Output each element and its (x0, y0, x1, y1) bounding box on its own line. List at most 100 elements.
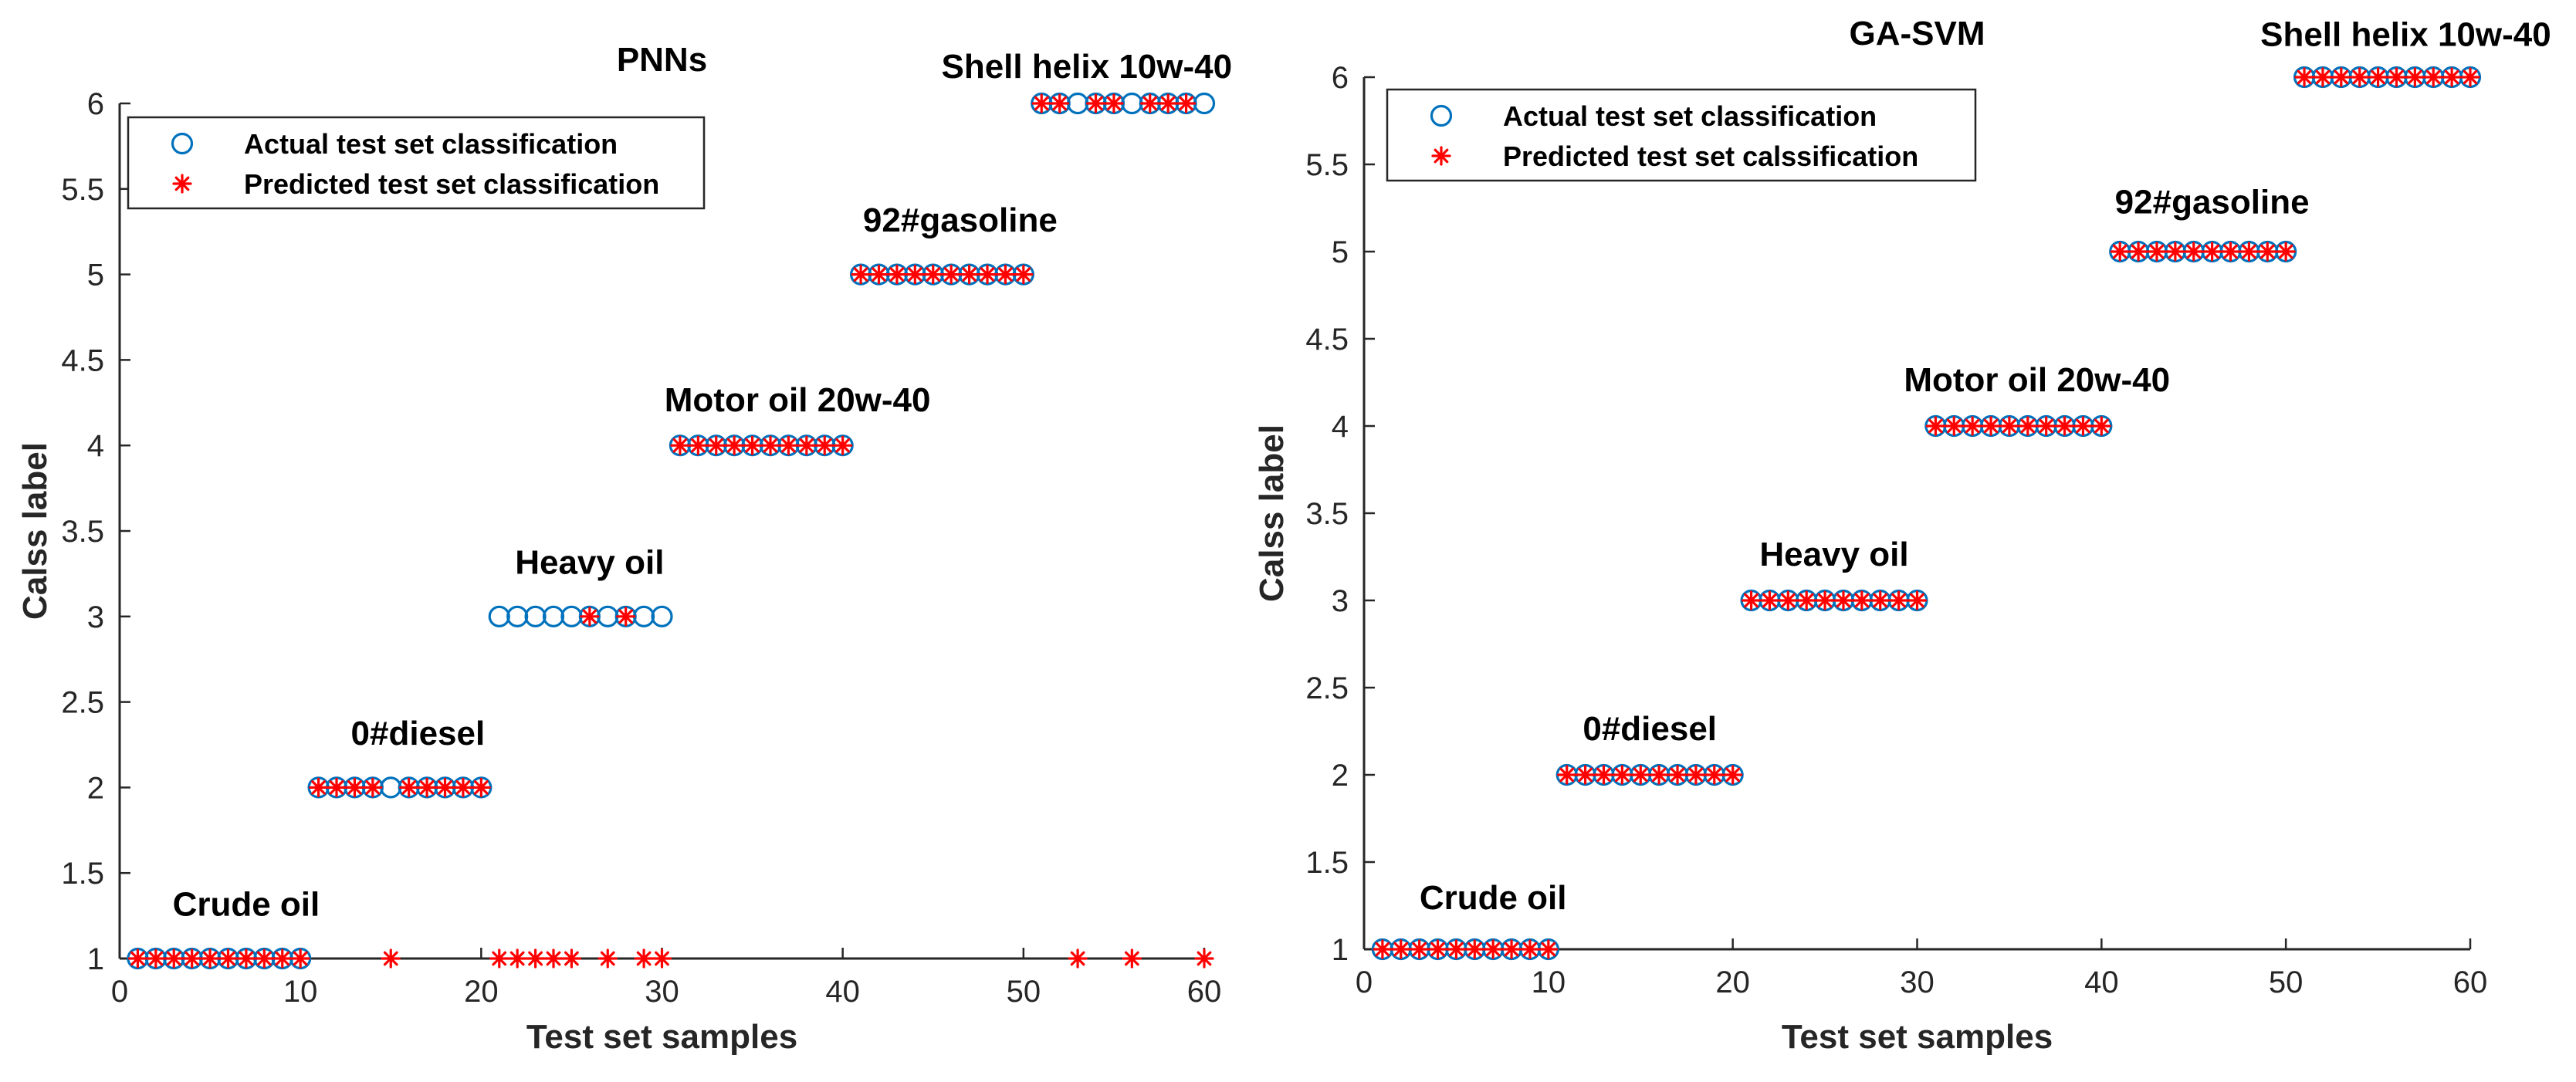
predicted-point (2460, 67, 2480, 87)
class-annotation: Motor oil 20w-40 (665, 381, 931, 419)
legend-circle-marker (171, 132, 194, 155)
predicted-point (706, 435, 726, 455)
predicted-point (905, 265, 925, 285)
predicted-point (1140, 93, 1160, 113)
legend-label-predicted: Predicted test set calssification (1503, 140, 1918, 172)
predicted-point (127, 948, 148, 969)
predicted-point (2036, 416, 2056, 436)
x-tick-label: 60 (2453, 965, 2488, 999)
predicted-point (2165, 242, 2185, 262)
y-tick-label: 4.5 (1305, 323, 1349, 357)
predicted-point (1981, 416, 2001, 436)
legend-label-actual: Actual test set classification (244, 128, 618, 160)
predicted-point (995, 265, 1016, 285)
predicted-point (200, 948, 220, 969)
chart-ga-svm: 0 10 20 30 40 50 60 1 1.5 2 2.5 3 3.5 4 4.5 5 5.5 6 GA-SVM… (1253, 15, 2551, 1056)
class-annotation: 92#gasoline (2115, 183, 2310, 221)
y-tick-label: 1 (1332, 933, 1349, 967)
predicted-point (453, 777, 473, 798)
predicted-point (1686, 765, 1706, 785)
predicted-point (652, 948, 672, 969)
x-tick-label: 30 (1900, 965, 1935, 999)
y-tick-label: 2 (87, 771, 104, 805)
predicted-point (2202, 242, 2222, 262)
predicted-point (2257, 242, 2277, 262)
predicted-point (2276, 242, 2296, 262)
x-tick-label: 10 (1532, 965, 1566, 999)
predicted-point (1649, 765, 1669, 785)
x-tick-label: 60 (1187, 975, 1222, 1009)
predicted-point (1085, 93, 1106, 113)
predicted-point (1704, 765, 1725, 785)
legend-asterisk-marker (1431, 146, 1451, 166)
predicted-point (2147, 242, 2167, 262)
x-tick-label: 0 (111, 975, 128, 1009)
predicted-point (2350, 67, 2370, 87)
data-markers (127, 92, 1216, 970)
predicted-point (724, 435, 744, 455)
actual-point (1193, 92, 1216, 115)
x-tick-label: 40 (825, 975, 860, 1009)
data-markers (1371, 66, 2482, 961)
predicted-point (1410, 939, 1430, 959)
predicted-point (1593, 765, 1614, 785)
predicted-point (1630, 765, 1650, 785)
predicted-point (399, 777, 419, 798)
y-tick-label: 2.5 (61, 686, 104, 720)
actual-point (488, 605, 510, 627)
y-tick-label: 6 (1332, 61, 1349, 95)
predicted-point (688, 435, 708, 455)
x-tick-label: 40 (2084, 965, 2119, 999)
x-tick-label: 10 (283, 975, 318, 1009)
predicted-point (1612, 765, 1632, 785)
predicted-point (2128, 242, 2148, 262)
actual-point (524, 605, 547, 627)
predicted-point (1925, 416, 1945, 436)
legend-asterisk-marker (172, 174, 192, 194)
predicted-point (2442, 67, 2462, 87)
chart-title: GA-SVM (1850, 15, 1985, 52)
predicted-point (1014, 265, 1034, 285)
predicted-point (1068, 948, 1088, 969)
predicted-point (923, 265, 943, 285)
legend-box (1386, 88, 1977, 182)
predicted-point (236, 948, 256, 969)
predicted-point (2313, 67, 2333, 87)
predicted-point (489, 948, 509, 969)
y-tick-label: 4 (87, 429, 104, 463)
predicted-point (851, 265, 871, 285)
predicted-point (1889, 590, 1909, 610)
predicted-point (977, 265, 997, 285)
legend-label-predicted: Predicted test set classification (244, 168, 659, 200)
predicted-point (814, 435, 834, 455)
x-tick-label: 50 (2269, 965, 2304, 999)
x-tick-label: 30 (645, 975, 679, 1009)
predicted-point (381, 948, 401, 969)
predicted-point (580, 607, 600, 627)
y-tick-label: 5.5 (1305, 148, 1349, 182)
predicted-point (2018, 416, 2038, 436)
predicted-point (363, 777, 383, 798)
predicted-point (1833, 590, 1853, 610)
predicted-point (2405, 67, 2425, 87)
chart-pnns: 0 10 20 30 40 50 60 1 1.5 2 2.5 3 3.5 4 4.5 5 5.5 6 PNNs Te… (16, 41, 1232, 1056)
predicted-point (471, 777, 491, 798)
predicted-point (2423, 67, 2443, 87)
predicted-point (1741, 590, 1762, 610)
predicted-point (1427, 939, 1448, 959)
predicted-point (2331, 67, 2351, 87)
class-annotation: Shell helix 10w-40 (941, 48, 1232, 86)
predicted-point (1999, 416, 2019, 436)
y-axis-label: Calss label (16, 442, 54, 620)
class-annotation: 0#diesel (351, 715, 486, 752)
predicted-point (272, 948, 293, 969)
predicted-point (1870, 590, 1891, 610)
predicted-point (616, 607, 636, 627)
x-axis-label: Test set samples (1782, 1018, 2053, 1056)
legend: Actual test set classification Predicted … (1386, 88, 1977, 182)
predicted-point (254, 948, 274, 969)
y-tick-label: 1.5 (1305, 846, 1349, 880)
y-tick-label: 4.5 (61, 343, 104, 377)
predicted-point (1446, 939, 1467, 959)
